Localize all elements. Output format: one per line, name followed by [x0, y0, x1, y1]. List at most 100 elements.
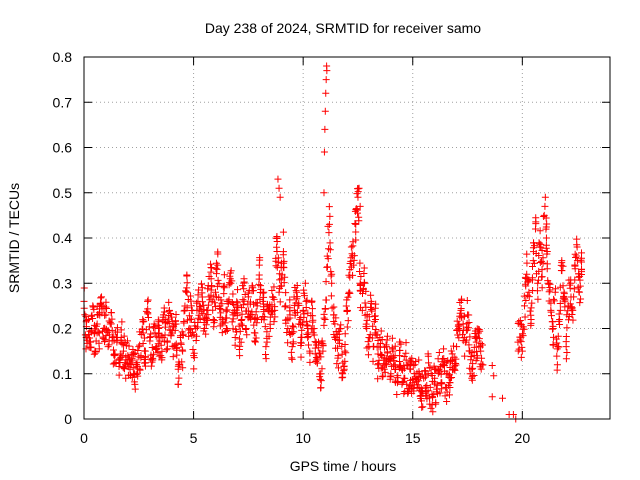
- data-point: [90, 305, 98, 313]
- data-point: [523, 250, 531, 258]
- data-point: [402, 339, 410, 347]
- data-point: [202, 315, 210, 323]
- data-point: [284, 339, 292, 347]
- data-point: [211, 299, 219, 307]
- data-point: [165, 306, 173, 314]
- data-point: [341, 340, 349, 348]
- data-point: [102, 311, 110, 319]
- data-point: [179, 364, 187, 372]
- data-point: [262, 343, 270, 351]
- data-point: [220, 290, 228, 298]
- data-point: [352, 228, 360, 236]
- data-point: [244, 293, 252, 301]
- y-tick-label: 0.4: [53, 230, 73, 246]
- data-point: [570, 285, 578, 293]
- data-point: [526, 307, 534, 315]
- data-point: [578, 270, 586, 278]
- data-point: [141, 334, 149, 342]
- data-point: [538, 247, 546, 255]
- data-point: [119, 347, 127, 355]
- data-point: [172, 320, 180, 328]
- data-point: [535, 239, 543, 247]
- data-point: [566, 300, 574, 308]
- data-point: [158, 354, 166, 362]
- data-point: [321, 315, 329, 323]
- data-point: [190, 365, 198, 373]
- data-point: [86, 334, 94, 342]
- data-point: [355, 184, 363, 192]
- data-point: [342, 349, 350, 357]
- data-point: [248, 310, 256, 318]
- data-point: [538, 266, 546, 274]
- data-point: [346, 289, 354, 297]
- data-point: [556, 306, 564, 314]
- data-point: [167, 313, 175, 321]
- data-point: [187, 292, 195, 300]
- data-point: [229, 315, 237, 323]
- data-point: [282, 289, 290, 297]
- data-point: [238, 310, 246, 318]
- data-point: [357, 273, 365, 281]
- data-point: [368, 334, 376, 342]
- data-point: [356, 282, 364, 290]
- data-point: [401, 374, 409, 382]
- data-point: [233, 298, 241, 306]
- data-point: [308, 305, 316, 313]
- data-point: [88, 311, 96, 319]
- data-point: [443, 397, 451, 405]
- data-point: [237, 338, 245, 346]
- data-point: [523, 270, 531, 278]
- data-point: [208, 264, 216, 272]
- data-point: [288, 355, 296, 363]
- data-point: [116, 350, 124, 358]
- data-point: [220, 271, 228, 279]
- data-point: [386, 357, 394, 365]
- data-point: [310, 325, 318, 332]
- data-point: [321, 125, 329, 133]
- data-point: [299, 307, 307, 315]
- data-point: [228, 318, 236, 326]
- data-point: [412, 358, 420, 366]
- data-point: [207, 260, 215, 268]
- data-point: [325, 220, 333, 228]
- data-point: [549, 322, 557, 330]
- data-point: [115, 371, 123, 379]
- data-point: [141, 353, 149, 361]
- data-point: [528, 299, 536, 307]
- data-point: [524, 291, 532, 299]
- data-point: [498, 394, 506, 402]
- data-point: [447, 374, 455, 382]
- data-point: [309, 312, 317, 320]
- data-point: [533, 287, 541, 295]
- data-point: [387, 372, 395, 380]
- data-point: [198, 280, 206, 288]
- data-point: [128, 356, 136, 364]
- data-point: [441, 392, 449, 400]
- data-point: [518, 343, 526, 351]
- data-point: [103, 305, 111, 313]
- data-point: [362, 287, 370, 295]
- data-point: [556, 299, 564, 307]
- data-point: [229, 290, 237, 298]
- data-point: [290, 328, 298, 336]
- data-point: [93, 320, 101, 328]
- data-point: [91, 349, 99, 357]
- data-point: [118, 318, 126, 326]
- data-point: [253, 314, 261, 322]
- data-point: [199, 298, 207, 306]
- data-point: [270, 295, 278, 303]
- data-point: [460, 312, 468, 320]
- data-point: [541, 202, 549, 210]
- data-point: [466, 333, 474, 341]
- data-point: [571, 265, 579, 273]
- y-tick-label: 0.5: [53, 185, 73, 201]
- data-point: [440, 345, 448, 353]
- data-point: [317, 370, 325, 378]
- data-point: [396, 358, 404, 366]
- data-point: [144, 297, 152, 305]
- data-point: [263, 328, 271, 336]
- x-tick-label: 10: [295, 430, 311, 446]
- data-point: [505, 410, 513, 418]
- data-point: [117, 334, 125, 342]
- data-point: [409, 362, 417, 370]
